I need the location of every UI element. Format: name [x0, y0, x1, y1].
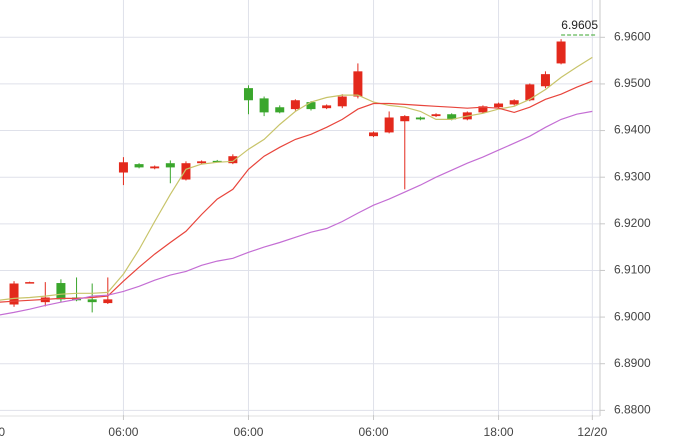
candle-body	[56, 283, 66, 300]
moving-average-line	[0, 56, 593, 301]
y-tick-label: 6.8900	[614, 356, 651, 370]
x-tick-label: 06:00	[108, 425, 138, 439]
candle-body	[228, 156, 238, 164]
last-price-label: 6.9605	[561, 18, 598, 32]
candle-body	[290, 100, 300, 110]
axes: 6.8800 6.8900 6.9000 6.9100 6.9200 6.9300 6.94…	[0, 29, 651, 439]
candle-body	[384, 117, 394, 133]
candle-body	[509, 100, 519, 105]
candle-body	[556, 41, 566, 64]
candle-body	[478, 106, 488, 113]
candle-body	[415, 117, 425, 120]
y-tick-label: 6.9300	[614, 169, 651, 183]
candle-body	[181, 163, 191, 180]
x-tick-label: 18:00	[484, 425, 514, 439]
candle-body	[259, 98, 269, 113]
candle-body	[306, 102, 316, 110]
candle-body	[212, 160, 222, 163]
y-tick-label: 6.9000	[614, 309, 651, 323]
y-tick-label: 6.9400	[614, 123, 651, 137]
candle-body	[494, 103, 504, 108]
candle-body	[25, 282, 35, 284]
candle-body	[87, 299, 97, 303]
moving-average-line	[0, 110, 593, 316]
candle-body	[118, 162, 128, 173]
y-tick-label: 6.9500	[614, 76, 651, 90]
moving-average-line	[0, 80, 593, 303]
candle-body	[134, 164, 144, 168]
candle-body	[322, 105, 332, 109]
candle-body	[197, 161, 207, 164]
candle-body	[103, 299, 113, 304]
x-tick-label: 12/20	[577, 425, 607, 439]
candle-body	[337, 96, 347, 107]
candle-body	[525, 84, 535, 101]
y-tick-label: 6.9600	[614, 29, 651, 43]
grid	[0, 0, 600, 415]
candle-body	[150, 166, 160, 169]
y-tick-label: 6.9200	[614, 216, 651, 230]
x-tick-label: 06:00	[233, 425, 263, 439]
candle-body	[369, 132, 379, 137]
x-tick-label: 00	[0, 425, 5, 439]
candle-body	[431, 114, 441, 117]
x-tick-label: 06:00	[359, 425, 389, 439]
plot-area	[0, 39, 593, 316]
candle-body	[9, 283, 19, 305]
y-tick-label: 6.9100	[614, 263, 651, 277]
candle-body	[353, 71, 363, 97]
y-tick-label: 6.8800	[614, 403, 651, 417]
candle-body	[275, 107, 285, 113]
candle-body	[243, 88, 253, 101]
candle-body	[447, 114, 457, 120]
candle-body	[400, 116, 410, 122]
candle-body	[165, 163, 175, 168]
candle-body	[540, 74, 550, 87]
